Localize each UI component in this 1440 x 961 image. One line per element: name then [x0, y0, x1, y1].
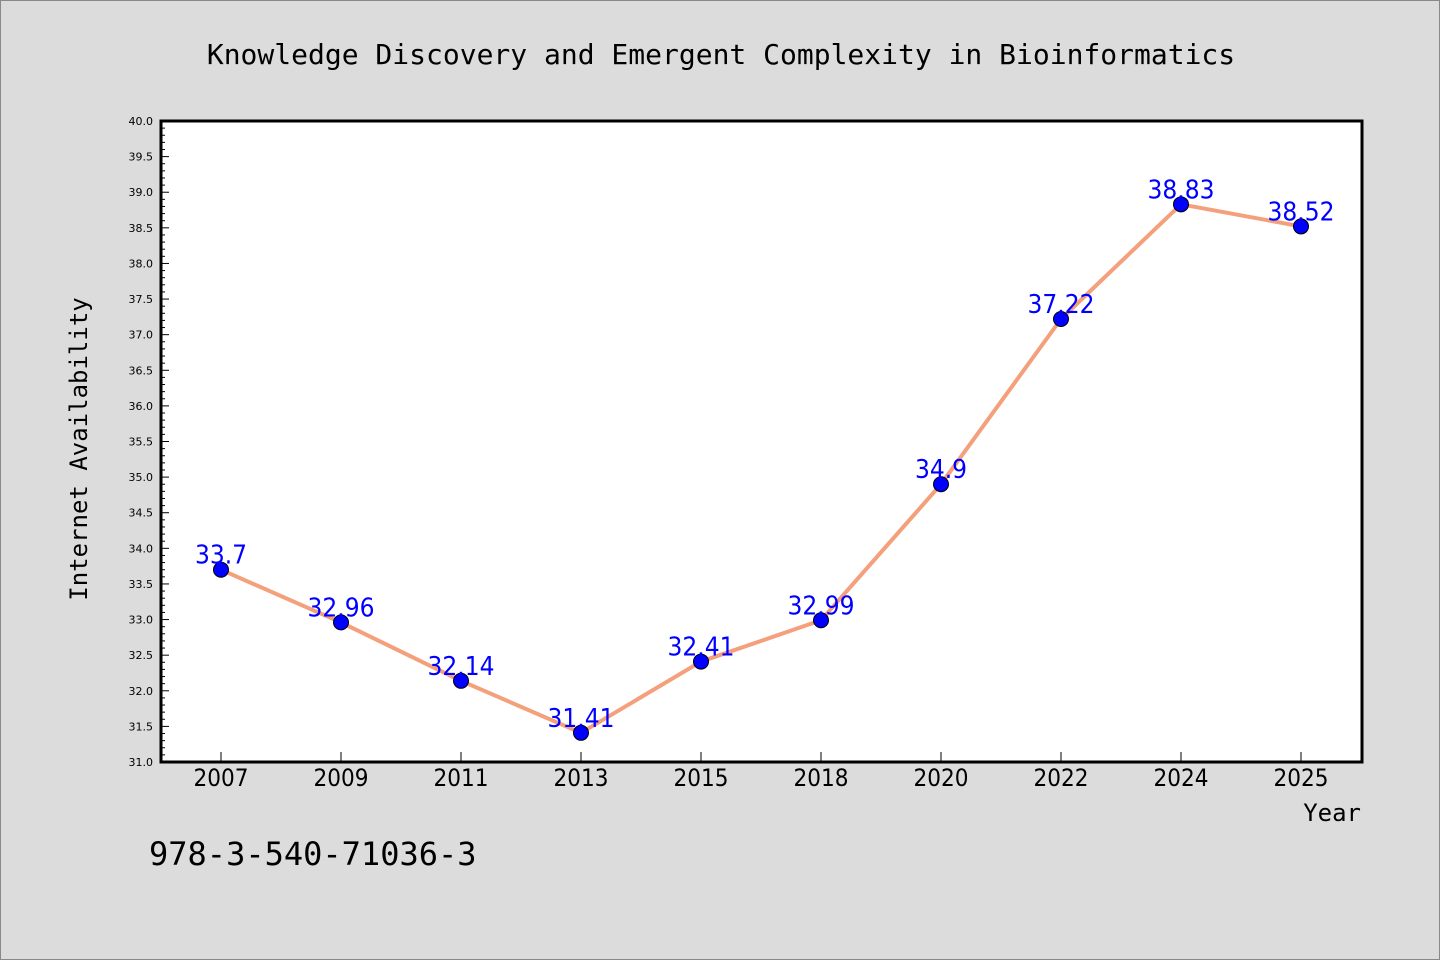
data-point — [213, 561, 229, 578]
data-point — [573, 724, 589, 741]
y-tick-label: 34.5 — [129, 507, 154, 520]
x-tick-label: 2022 — [1034, 764, 1089, 792]
series-line — [220, 202, 1302, 735]
y-tick-label: 39.5 — [129, 151, 154, 164]
y-tick-label: 32.0 — [129, 685, 154, 698]
y-tick-label: 36.5 — [129, 364, 154, 377]
data-label: 31.41 — [548, 704, 615, 734]
series-line-group — [220, 202, 1302, 735]
data-point — [1053, 310, 1069, 327]
y-tick-label: 32.5 — [129, 649, 154, 662]
y-tick-label: 38.5 — [129, 222, 154, 235]
footer-text: 978-3-540-71036-3 — [149, 835, 477, 873]
y-tick-label: 37.5 — [129, 293, 154, 306]
x-tick-label: 2013 — [554, 764, 609, 792]
x-tick-label: 2024 — [1154, 764, 1209, 792]
x-axis-label: Year — [1303, 799, 1361, 827]
x-tick-label: 2015 — [674, 764, 729, 792]
y-tick-label: 38.0 — [129, 257, 154, 270]
y-tick-label: 40.0 — [129, 115, 154, 128]
y-tick-label: 31.0 — [129, 756, 154, 769]
data-markers — [213, 196, 1309, 741]
y-tick-label: 36.0 — [129, 400, 154, 413]
y-tick-label: 33.5 — [129, 578, 154, 591]
x-tick-label: 2018 — [794, 764, 849, 792]
y-tick-label: 35.0 — [129, 471, 154, 484]
y-axis: 31.0 31.5 32.0 32.5 33.0 33.5 34.0 34.5 35.0 35.5… — [129, 115, 169, 769]
data-point — [933, 476, 949, 493]
y-tick-label: 37.0 — [129, 329, 154, 342]
chart-title: Knowledge Discovery and Emergent Complex… — [207, 38, 1235, 71]
data-point — [1173, 196, 1189, 213]
y-tick-label: 31.5 — [129, 720, 154, 733]
x-axis: 2007 2009 2011 2013 2015 2018 2020 2022 2024 2025 — [194, 752, 1329, 792]
x-tick-label: 2025 — [1274, 764, 1329, 792]
data-label: 32.41 — [668, 633, 735, 663]
data-label: 34.9 — [915, 455, 967, 485]
data-point — [693, 653, 709, 670]
data-label: 32.96 — [308, 593, 375, 623]
y-tick-label: 34.0 — [129, 542, 154, 555]
data-label: 37.22 — [1028, 290, 1095, 320]
x-tick-label: 2011 — [434, 764, 489, 792]
data-point — [813, 612, 829, 629]
data-point — [333, 614, 349, 631]
data-label: 32.99 — [788, 591, 855, 621]
y-tick-label: 39.0 — [129, 186, 154, 199]
x-tick-label: 2020 — [914, 764, 969, 792]
x-tick-label: 2007 — [194, 764, 249, 792]
data-point — [453, 672, 469, 689]
data-label: 32.14 — [428, 652, 495, 682]
data-label: 38.83 — [1148, 175, 1215, 205]
y-tick-label: 35.5 — [129, 436, 154, 449]
data-label: 38.52 — [1268, 197, 1335, 227]
y-tick-label: 33.0 — [129, 614, 154, 627]
x-tick-label: 2009 — [314, 764, 369, 792]
data-point — [1293, 218, 1309, 235]
y-axis-label: Internet Availability — [65, 297, 93, 600]
plot-area — [159, 119, 1364, 764]
data-labels: 33.7 32.96 32.14 31.41 32.41 32.99 34.9 37.22 38… — [195, 175, 1335, 733]
data-label: 33.7 — [195, 541, 247, 571]
